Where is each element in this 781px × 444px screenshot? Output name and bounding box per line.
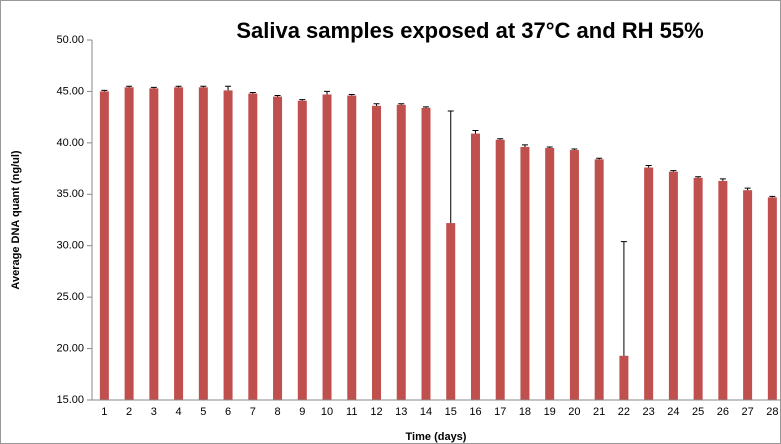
error-bar xyxy=(324,90,331,95)
bar xyxy=(223,90,233,401)
bar xyxy=(668,171,678,400)
x-tick-label: 10 xyxy=(321,406,333,418)
bar xyxy=(767,197,777,400)
x-tick-label: 27 xyxy=(741,406,753,418)
error-bar xyxy=(101,89,108,92)
bar xyxy=(297,100,307,400)
x-tick-label: 7 xyxy=(250,406,256,418)
x-tick-label: 15 xyxy=(445,406,457,418)
error-bar xyxy=(645,164,652,168)
bar xyxy=(470,133,480,400)
x-tick-label: 24 xyxy=(667,406,679,418)
error-bar xyxy=(348,94,355,96)
error-bar xyxy=(299,99,306,101)
x-tick-label: 2 xyxy=(126,406,132,418)
error-bar xyxy=(620,241,627,356)
bar xyxy=(396,104,406,401)
bar xyxy=(322,94,332,400)
error-bar xyxy=(447,110,454,224)
bar xyxy=(743,190,753,400)
y-tick-label: 50.00 xyxy=(56,34,84,46)
x-tick-label: 23 xyxy=(643,406,655,418)
bar xyxy=(248,93,258,400)
bar xyxy=(495,139,505,400)
bar xyxy=(569,150,579,400)
y-tick-label: 15.00 xyxy=(56,394,84,406)
bar xyxy=(594,159,604,400)
bar xyxy=(520,146,530,400)
error-bar xyxy=(719,178,726,181)
y-tick-label: 40.00 xyxy=(56,137,84,149)
error-bar xyxy=(521,144,528,147)
y-tick-label: 30.00 xyxy=(56,240,84,252)
error-bar xyxy=(225,85,232,91)
bar xyxy=(446,223,456,400)
bar xyxy=(198,87,208,401)
bar xyxy=(99,91,109,400)
error-bar xyxy=(769,195,776,198)
error-bar xyxy=(373,103,380,106)
y-axis-label: Average DNA quant (ng/ul) xyxy=(10,150,22,289)
error-bar xyxy=(274,95,281,97)
bar xyxy=(619,355,629,400)
x-tick-label: 12 xyxy=(370,406,382,418)
error-bar xyxy=(670,170,677,172)
x-tick-label: 1 xyxy=(101,406,107,418)
bar xyxy=(718,180,728,400)
bar xyxy=(372,105,382,400)
x-tick-label: 22 xyxy=(618,406,630,418)
error-bar xyxy=(422,106,429,108)
bar xyxy=(174,87,184,401)
bar xyxy=(545,148,555,400)
error-bar xyxy=(546,146,553,148)
x-tick-label: 28 xyxy=(766,406,778,418)
error-bar xyxy=(571,148,578,151)
x-tick-label: 18 xyxy=(519,406,531,418)
error-bar xyxy=(596,157,603,160)
bar xyxy=(644,167,654,400)
x-axis-label: Time (days) xyxy=(406,431,467,443)
error-bar xyxy=(398,103,405,105)
x-tick-label: 21 xyxy=(593,406,605,418)
x-tick-label: 14 xyxy=(420,406,432,418)
bar xyxy=(347,95,357,401)
error-bar xyxy=(126,85,133,88)
x-tick-label: 4 xyxy=(176,406,182,418)
error-bar xyxy=(200,85,207,88)
bar xyxy=(273,96,283,401)
x-tick-label: 8 xyxy=(274,406,280,418)
error-bar xyxy=(744,187,751,191)
x-tick-label: 3 xyxy=(151,406,157,418)
x-tick-label: 26 xyxy=(717,406,729,418)
x-tick-label: 16 xyxy=(469,406,481,418)
y-tick-label: 35.00 xyxy=(56,188,84,200)
error-bar xyxy=(150,86,157,89)
error-bar xyxy=(249,91,256,94)
x-tick-label: 9 xyxy=(299,406,305,418)
x-tick-label: 25 xyxy=(692,406,704,418)
x-tick-label: 20 xyxy=(568,406,580,418)
bar xyxy=(149,88,159,400)
x-tick-label: 17 xyxy=(494,406,506,418)
y-tick-label: 25.00 xyxy=(56,291,84,303)
bar xyxy=(693,177,703,400)
error-bar xyxy=(472,130,479,134)
y-tick-label: 45.00 xyxy=(56,85,84,97)
y-tick-label: 20.00 xyxy=(56,342,84,354)
error-bar xyxy=(695,176,702,178)
x-tick-label: 19 xyxy=(544,406,556,418)
error-bar xyxy=(497,138,504,140)
bar xyxy=(421,107,431,400)
x-tick-label: 5 xyxy=(200,406,206,418)
error-bar xyxy=(175,85,182,88)
bar xyxy=(124,87,134,401)
chart-title: Saliva samples exposed at 37°C and RH 55… xyxy=(236,18,703,43)
x-tick-label: 11 xyxy=(346,406,357,418)
x-tick-label: 13 xyxy=(395,406,407,418)
x-tick-label: 6 xyxy=(225,406,231,418)
